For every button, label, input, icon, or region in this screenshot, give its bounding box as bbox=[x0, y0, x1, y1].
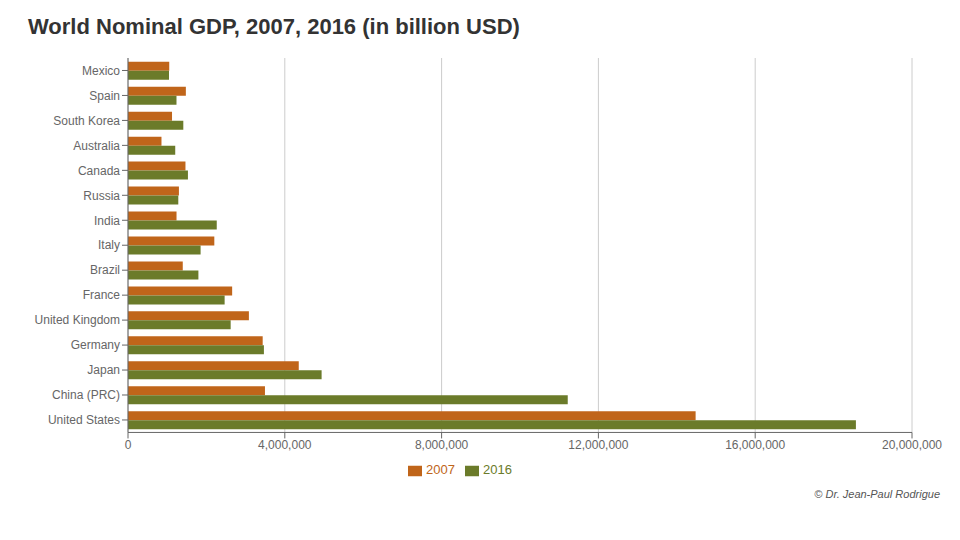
svg-text:Italy: Italy bbox=[98, 238, 120, 252]
svg-text:12,000,000: 12,000,000 bbox=[568, 438, 628, 452]
html-text:2007: 2007 bbox=[426, 462, 455, 478]
svg-text:India: India bbox=[94, 214, 120, 228]
svg-text:France: France bbox=[83, 288, 121, 302]
svg-text:United Kingdom: United Kingdom bbox=[35, 313, 120, 327]
svg-text:Brazil: Brazil bbox=[90, 263, 120, 277]
svg-text:Spain: Spain bbox=[89, 89, 120, 103]
svg-text:Australia: Australia bbox=[73, 139, 120, 153]
svg-text:Japan: Japan bbox=[87, 363, 120, 377]
svg-text:China (PRC): China (PRC) bbox=[52, 388, 120, 402]
svg-text:4,000,000: 4,000,000 bbox=[258, 438, 312, 452]
svg-text:20,000,000: 20,000,000 bbox=[882, 438, 942, 452]
svg-text:8,000,000: 8,000,000 bbox=[415, 438, 469, 452]
svg-text:16,000,000: 16,000,000 bbox=[725, 438, 785, 452]
html-text:2016: 2016 bbox=[483, 462, 512, 478]
svg-text:Canada: Canada bbox=[78, 164, 120, 178]
svg-text:South Korea: South Korea bbox=[53, 114, 120, 128]
svg-text:United States: United States bbox=[48, 413, 120, 427]
svg-text:Mexico: Mexico bbox=[82, 64, 120, 78]
html-text:World Nominal GDP, 2007, 2016: World Nominal GDP, 2007, 2016 (in billio… bbox=[28, 14, 520, 39]
svg-text:0: 0 bbox=[125, 438, 132, 452]
svg-text:Russia: Russia bbox=[83, 189, 120, 203]
svg-text:Germany: Germany bbox=[71, 338, 120, 352]
html-text:© Dr. Jean-Paul Rodrigue: © Dr. Jean-Paul Rodrigue bbox=[814, 488, 940, 500]
